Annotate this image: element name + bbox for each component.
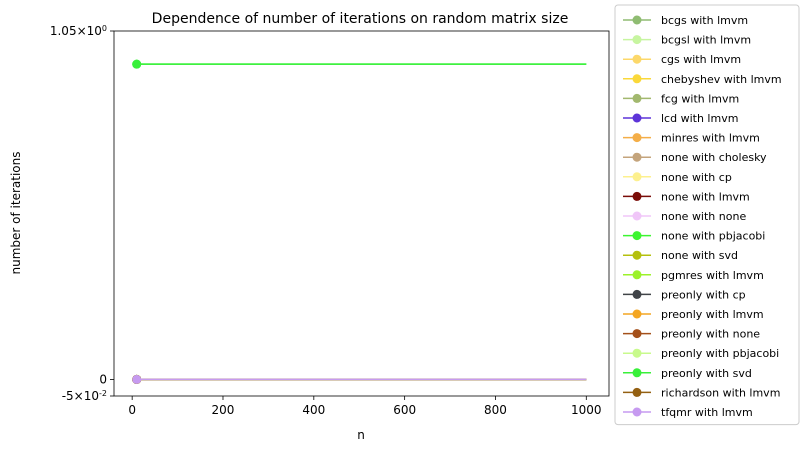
legend-label: lcd with lmvm bbox=[661, 112, 738, 125]
legend-item: tfqmr with lmvm bbox=[623, 406, 753, 419]
y-tick-label: 0 bbox=[99, 372, 107, 386]
legend-item: preonly with pbjacobi bbox=[623, 347, 779, 360]
x-tick-label: 200 bbox=[212, 403, 235, 417]
legend-item: preonly with svd bbox=[623, 367, 752, 380]
legend-label: bcgs with lmvm bbox=[661, 14, 748, 27]
legend-swatch-marker bbox=[632, 270, 642, 280]
legend-swatch-marker bbox=[632, 348, 642, 358]
x-tick-label: 1000 bbox=[571, 403, 602, 417]
legend-item: none with svd bbox=[623, 249, 738, 262]
legend-swatch-marker bbox=[632, 93, 642, 103]
legend-label: none with none bbox=[661, 210, 746, 223]
legend-swatch-marker bbox=[632, 250, 642, 260]
legend-swatch-marker bbox=[632, 211, 642, 221]
legend-swatch-marker bbox=[632, 172, 642, 182]
legend-item: richardson with lmvm bbox=[623, 386, 780, 399]
x-tick-label: 800 bbox=[484, 403, 507, 417]
x-axis: 0 200 400 600 800 1000 bbox=[128, 396, 602, 417]
legend-swatch-marker bbox=[632, 54, 642, 64]
legend-label: none with pbjacobi bbox=[661, 230, 765, 243]
legend-label: minres with lmvm bbox=[661, 132, 760, 145]
series-18 bbox=[132, 59, 587, 69]
legend-label: preonly with pbjacobi bbox=[661, 347, 779, 360]
legend-label: richardson with lmvm bbox=[661, 386, 780, 399]
y-tick-label: -5×10-2 bbox=[62, 389, 107, 404]
y-axis: -5×10-2 0 1.05×100 bbox=[50, 24, 114, 404]
legend-item: none with cholesky bbox=[623, 151, 767, 164]
legend-label: preonly with none bbox=[661, 328, 760, 341]
legend-item: minres with lmvm bbox=[623, 132, 760, 145]
legend-item: preonly with none bbox=[623, 328, 760, 341]
plot-frame bbox=[113, 30, 610, 397]
legend-label: tfqmr with lmvm bbox=[661, 406, 753, 419]
legend-box bbox=[614, 4, 800, 426]
legend-swatch-marker bbox=[632, 35, 642, 45]
legend-label: none with cp bbox=[661, 171, 732, 184]
legend-item: bcgs with lmvm bbox=[623, 14, 748, 27]
legend-label: chebyshev with lmvm bbox=[661, 73, 782, 86]
legend-item: pgmres with lmvm bbox=[623, 269, 764, 282]
legend-item: preonly with lmvm bbox=[623, 308, 764, 321]
legend-swatch-marker bbox=[632, 387, 642, 397]
x-tick-label: 600 bbox=[393, 403, 416, 417]
legend-item: preonly with cp bbox=[623, 288, 746, 301]
x-tick-label: 0 bbox=[128, 403, 136, 417]
legend-label: bcgsl with lmvm bbox=[661, 34, 751, 47]
legend-item: chebyshev with lmvm bbox=[623, 73, 782, 86]
legend-swatch-marker bbox=[632, 191, 642, 201]
legend-swatch-marker bbox=[632, 231, 642, 241]
x-tick-label: 400 bbox=[302, 403, 325, 417]
legend-swatch-marker bbox=[632, 368, 642, 378]
legend-label: fcg with lmvm bbox=[661, 92, 739, 105]
legend-swatch-marker bbox=[632, 309, 642, 319]
legend-label: pgmres with lmvm bbox=[661, 269, 764, 282]
x-axis-label: n bbox=[357, 428, 365, 442]
legend-swatch-marker bbox=[632, 152, 642, 162]
legend-item: none with cp bbox=[623, 171, 732, 184]
legend-label: none with cholesky bbox=[661, 151, 767, 164]
legend-label: preonly with lmvm bbox=[661, 308, 764, 321]
y-axis-label: number of iterations bbox=[9, 152, 23, 275]
legend-item: cgs with lmvm bbox=[623, 53, 741, 66]
legend-swatch-marker bbox=[632, 113, 642, 123]
legend-item: none with none bbox=[623, 210, 746, 223]
legend-swatch-marker bbox=[632, 407, 642, 417]
data-point bbox=[132, 374, 142, 384]
legend: bcgs with lmvm bcgsl with lmvm cgs with lm… bbox=[614, 4, 800, 426]
legend-item: bcgsl with lmvm bbox=[623, 34, 751, 47]
data-point bbox=[132, 59, 142, 69]
legend-swatch-marker bbox=[632, 329, 642, 339]
chart-title: Dependence of number of iterations on ra… bbox=[152, 11, 569, 27]
legend-item: lcd with lmvm bbox=[623, 112, 738, 125]
legend-label: preonly with cp bbox=[661, 288, 746, 301]
legend-swatch-marker bbox=[632, 15, 642, 25]
legend-item: none with pbjacobi bbox=[623, 230, 765, 243]
legend-swatch-marker bbox=[632, 289, 642, 299]
legend-label: none with svd bbox=[661, 249, 738, 262]
legend-swatch-marker bbox=[632, 133, 642, 143]
legend-swatch-marker bbox=[632, 74, 642, 84]
legend-label: cgs with lmvm bbox=[661, 53, 741, 66]
legend-item: fcg with lmvm bbox=[623, 92, 739, 105]
plot-area bbox=[132, 59, 587, 384]
y-tick-label: 1.05×100 bbox=[50, 24, 107, 39]
legend-label: preonly with svd bbox=[661, 367, 752, 380]
legend-item: none with lmvm bbox=[623, 190, 750, 203]
legend-label: none with lmvm bbox=[661, 190, 750, 203]
series-20 bbox=[132, 374, 587, 384]
